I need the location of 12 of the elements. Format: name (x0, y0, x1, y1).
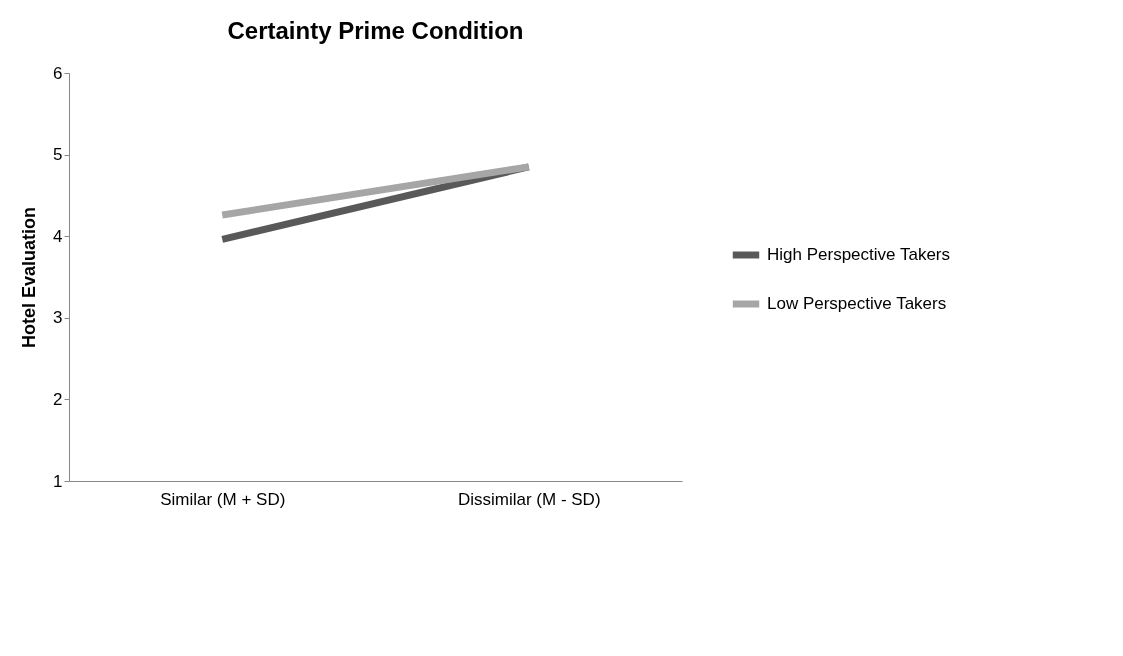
x-tick-label: Similar (M + SD) (160, 489, 286, 509)
y-tick-label: 3 (53, 308, 63, 328)
y-axis-title: Hotel Evaluation (19, 206, 40, 349)
y-tick-label: 5 (53, 145, 63, 165)
y-tick-label: 6 (53, 63, 63, 83)
legend-label: Low Perspective Takers (767, 294, 947, 313)
legend-label: High Perspective Takers (767, 245, 950, 264)
x-tick-label: Dissimilar (M - SD) (457, 489, 601, 509)
y-tick-label: 2 (53, 389, 63, 409)
y-tick-label: 1 (53, 471, 63, 491)
chart-title: Certainty Prime Condition (227, 17, 524, 44)
y-tick-label: 4 (53, 226, 63, 246)
